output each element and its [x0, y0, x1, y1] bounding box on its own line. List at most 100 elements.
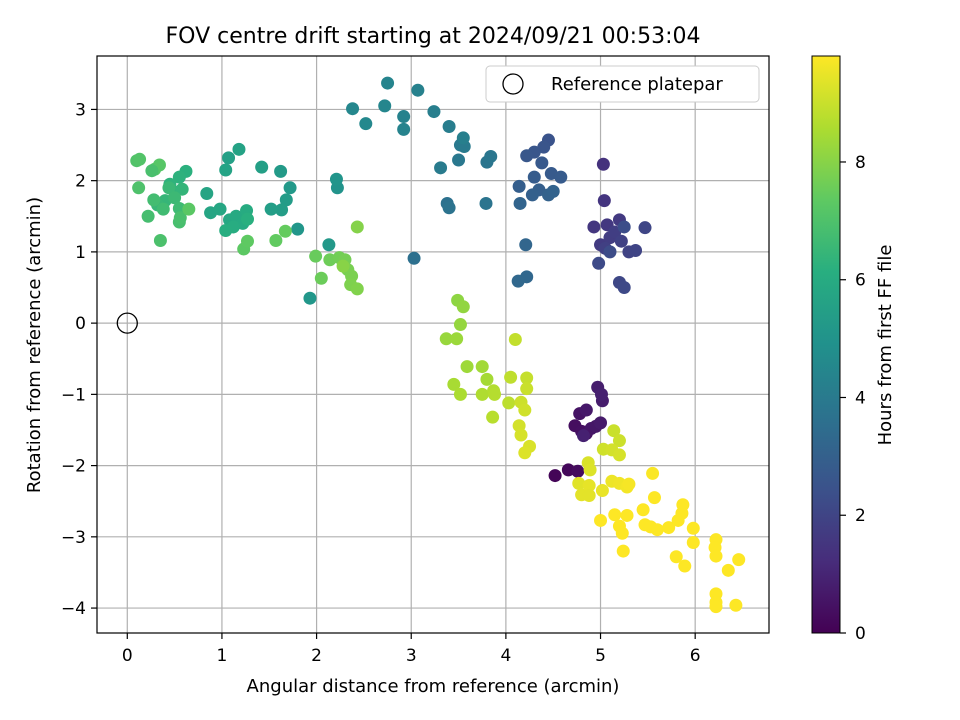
data-point: [275, 203, 289, 217]
y-tick-label: −2: [61, 457, 86, 477]
data-point: [486, 410, 500, 424]
data-point: [314, 271, 328, 285]
data-point: [686, 521, 700, 535]
data-point: [646, 466, 660, 480]
data-point: [156, 202, 170, 216]
colorbar-gradient: [811, 55, 841, 634]
y-tick-label: −1: [61, 385, 86, 405]
data-point: [546, 184, 560, 198]
y-axis-label: Rotation from reference (arcmin): [24, 197, 45, 493]
data-point: [508, 333, 522, 347]
data-point: [141, 209, 155, 223]
colorbar-ticks: 0 2 4 6 8: [840, 153, 866, 644]
data-point: [480, 372, 494, 386]
data-point: [329, 172, 343, 186]
data-point: [350, 220, 364, 234]
data-point: [484, 149, 498, 163]
data-point: [240, 212, 254, 226]
data-point: [322, 238, 336, 252]
data-point: [620, 508, 634, 522]
data-point: [554, 170, 568, 184]
data-point: [595, 484, 609, 498]
data-point: [255, 160, 269, 174]
data-point: [350, 282, 364, 296]
data-point: [453, 318, 467, 332]
x-tick-label: 6: [690, 646, 701, 666]
data-point: [434, 161, 448, 175]
data-point: [582, 479, 596, 493]
data-point: [359, 117, 373, 131]
data-point: [219, 224, 233, 238]
colorbar-tick-label: 0: [855, 624, 866, 644]
data-point: [264, 202, 278, 216]
data-point: [132, 181, 146, 195]
colorbar-tick-label: 8: [855, 153, 866, 173]
data-point: [378, 99, 392, 113]
x-tick-label: 4: [500, 646, 511, 666]
x-tick-label: 2: [311, 646, 322, 666]
data-point: [133, 152, 147, 166]
colorbar: 0 2 4 6 8 Hours from first FF file: [811, 55, 896, 644]
data-point: [514, 428, 528, 442]
data-point: [460, 360, 474, 374]
data-point: [452, 153, 466, 167]
data-point: [447, 377, 461, 391]
data-point: [594, 513, 608, 527]
data-point: [512, 179, 526, 193]
data-point: [397, 110, 411, 124]
x-axis-label: Angular distance from reference (arcmin): [247, 676, 620, 697]
data-point: [617, 281, 631, 295]
data-point: [240, 234, 254, 248]
data-points: [130, 76, 746, 614]
data-point: [676, 498, 690, 512]
data-point: [279, 193, 293, 207]
data-point: [576, 429, 590, 443]
legend-marker-icon: [502, 73, 524, 95]
data-point: [583, 463, 597, 477]
data-point: [147, 193, 161, 207]
data-point: [615, 526, 629, 540]
data-point: [269, 233, 283, 247]
data-point: [579, 403, 593, 417]
data-point: [686, 536, 700, 550]
data-point: [200, 186, 214, 200]
data-point: [274, 164, 288, 178]
data-point: [571, 464, 585, 478]
data-point: [597, 194, 611, 208]
data-point: [407, 251, 421, 265]
data-point: [678, 559, 692, 573]
data-point: [638, 221, 652, 235]
data-point: [732, 553, 746, 567]
data-point: [520, 149, 534, 163]
data-point: [622, 477, 636, 491]
data-point: [612, 448, 626, 462]
chart-title: FOV centre drift starting at 2024/09/21 …: [166, 24, 701, 49]
data-point: [145, 164, 159, 178]
data-point: [709, 549, 723, 563]
data-point: [182, 202, 196, 216]
data-point: [709, 600, 723, 614]
data-point: [346, 102, 360, 116]
data-point: [513, 196, 527, 210]
data-point: [427, 105, 441, 119]
data-point: [439, 332, 453, 346]
data-point: [629, 243, 643, 257]
plot-frame: [96, 55, 770, 634]
data-point: [303, 291, 317, 305]
x-tick-label: 0: [122, 646, 133, 666]
data-point: [453, 387, 467, 401]
data-point: [291, 222, 305, 236]
data-point: [525, 188, 539, 202]
colorbar-tick-label: 2: [855, 506, 866, 526]
data-point: [608, 508, 622, 522]
data-point: [616, 544, 630, 558]
data-point: [669, 550, 683, 564]
data-point: [587, 220, 601, 234]
data-point: [518, 403, 532, 417]
data-point: [278, 224, 292, 238]
data-point: [283, 181, 297, 195]
data-point: [520, 382, 534, 396]
data-point: [222, 151, 236, 165]
data-point: [456, 131, 470, 145]
colorbar-label: Hours from first FF file: [875, 245, 896, 446]
